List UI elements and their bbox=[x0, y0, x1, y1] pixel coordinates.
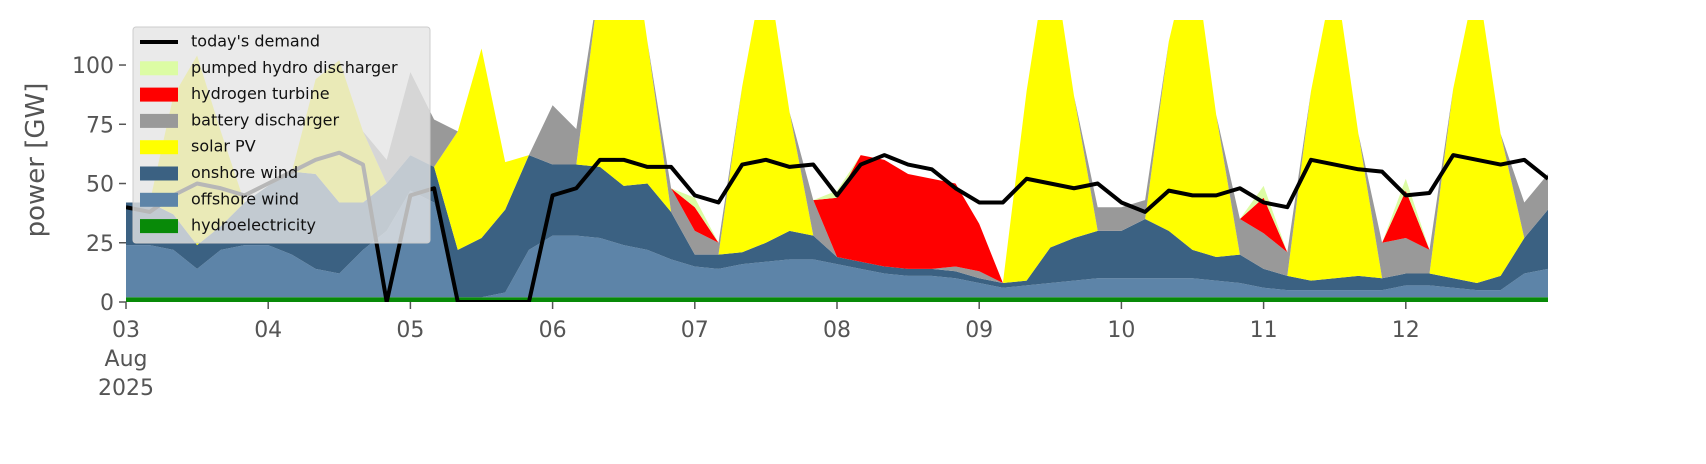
legend-label: hydrogen turbine bbox=[191, 84, 330, 103]
x-tick-label: 07 bbox=[681, 318, 709, 343]
legend-label: hydroelectricity bbox=[191, 216, 316, 235]
area bbox=[126, 297, 1548, 302]
x-tick-label: 10 bbox=[1107, 318, 1135, 343]
legend-swatch bbox=[140, 140, 178, 155]
x-tick-label: 12 bbox=[1392, 318, 1420, 343]
x-tick-label: 04 bbox=[254, 318, 282, 343]
y-tick-label: 25 bbox=[86, 232, 114, 257]
axes: 0 25 50 75 100 03 Aug 2025 04 05 06 07 08 09 10 11 12 bbox=[72, 54, 1420, 401]
area bbox=[126, 20, 1548, 284]
y-tick-label: 75 bbox=[86, 113, 114, 138]
legend-label: pumped hydro discharger bbox=[191, 58, 398, 77]
x-tick-label: 06 bbox=[539, 318, 567, 343]
area bbox=[126, 190, 1548, 298]
legend-label: battery discharger bbox=[191, 110, 339, 129]
legend-box bbox=[132, 26, 431, 244]
y-tick-label: 100 bbox=[72, 54, 114, 79]
x-tick-label: 11 bbox=[1250, 318, 1278, 343]
legend-swatch bbox=[140, 61, 178, 76]
x-tick-label: 03 Aug 2025 bbox=[98, 318, 154, 401]
area bbox=[126, 155, 1548, 298]
area bbox=[126, 20, 1548, 284]
legend-swatch bbox=[140, 219, 178, 234]
y-tick-label: 50 bbox=[86, 173, 114, 198]
legend-swatch bbox=[140, 87, 178, 102]
x-tick-label: 09 bbox=[965, 318, 993, 343]
legend-label: solar PV bbox=[191, 137, 256, 156]
legend-swatch bbox=[140, 166, 178, 181]
y-axis-label: power [GW] bbox=[21, 83, 51, 238]
legend-swatch bbox=[140, 192, 178, 207]
legend-swatch bbox=[140, 113, 178, 128]
x-tick-label: 08 bbox=[823, 318, 851, 343]
legend-label: onshore wind bbox=[191, 163, 298, 182]
legend-label: offshore wind bbox=[191, 189, 299, 208]
y-tick-label: 0 bbox=[100, 291, 114, 316]
legend: today's demand pumped hydro discharger hyd… bbox=[132, 26, 431, 244]
legend-label: today's demand bbox=[191, 32, 320, 51]
x-tick-label: 05 bbox=[396, 318, 424, 343]
